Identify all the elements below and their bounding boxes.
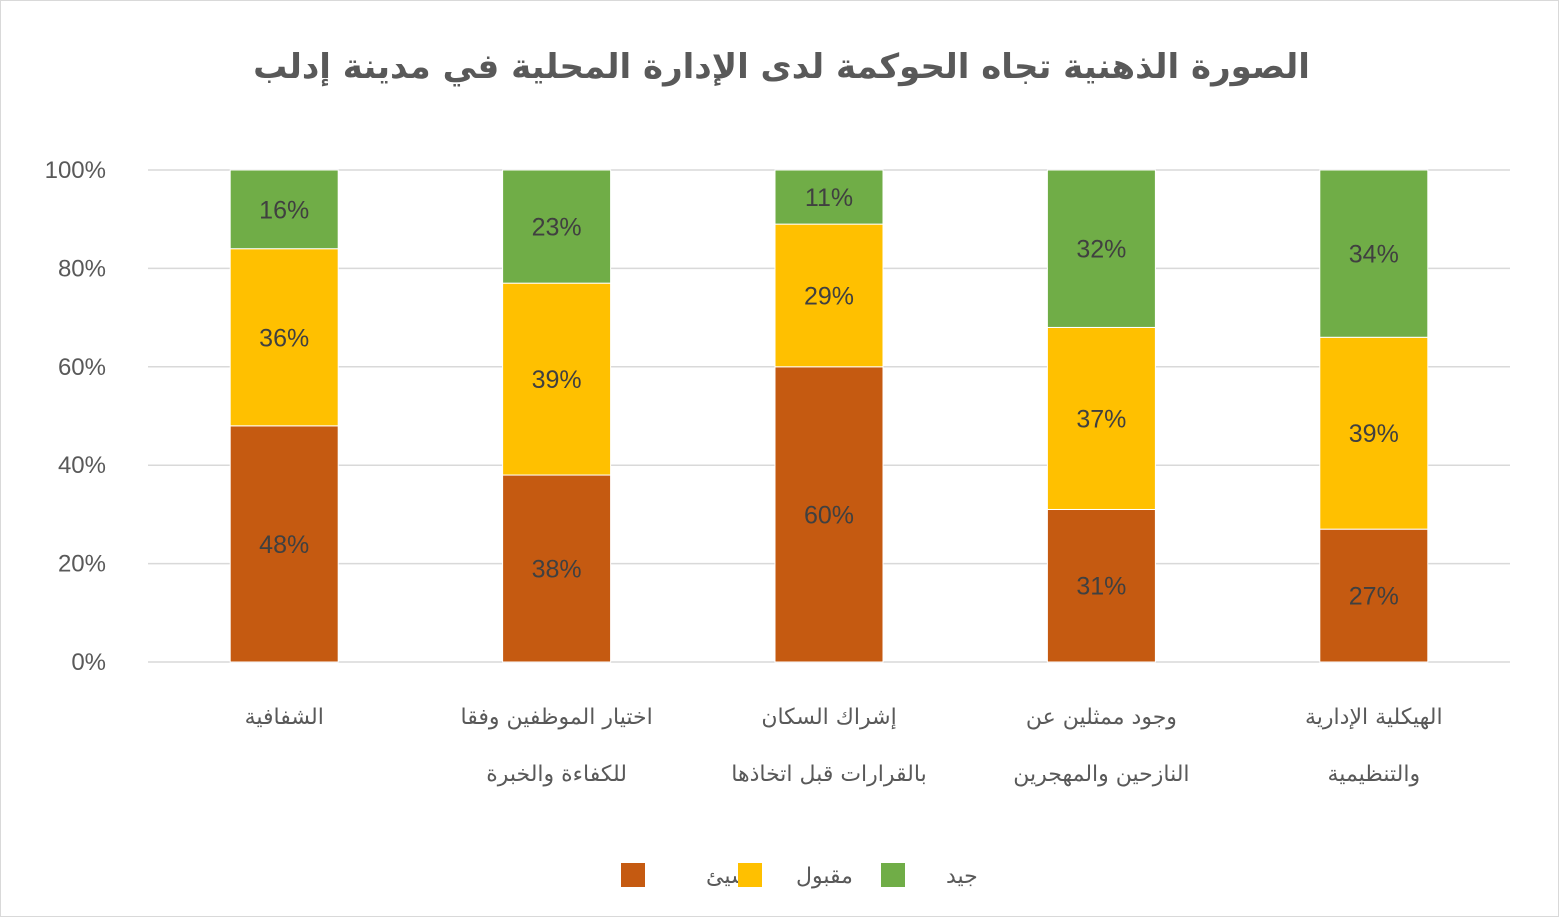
bar-segment	[774, 223, 884, 368]
data-label: 48%	[259, 531, 309, 559]
data-label: 11%	[805, 184, 853, 212]
category-label: للكفاءة والخبرة	[486, 762, 627, 787]
bar-segment	[1319, 169, 1429, 338]
chart-title: الصورة الذهنية تجاه الحوكمة لدى الإدارة …	[253, 47, 1310, 87]
legend-swatch	[738, 863, 762, 887]
data-label: 32%	[1076, 236, 1126, 264]
category-label: الهيكلية الإدارية	[1305, 705, 1443, 730]
data-label: 39%	[1349, 420, 1399, 448]
y-tick-label: 20%	[58, 551, 106, 578]
bar-segment	[1046, 508, 1156, 663]
legend-label: جيد	[946, 864, 978, 889]
category-label: وجود ممثلين عن	[1026, 705, 1177, 730]
category-label: بالقرارات قبل اتخاذها	[731, 762, 926, 787]
legend-label: مقبول	[796, 864, 853, 889]
y-tick-label: 80%	[58, 255, 106, 282]
bar-segment	[502, 282, 612, 476]
bar-segment	[1319, 528, 1429, 663]
bar-segment	[502, 474, 612, 663]
bar-segment	[774, 169, 884, 225]
data-label: 29%	[804, 282, 854, 310]
y-tick-label: 0%	[71, 649, 106, 676]
y-tick-label: 100%	[45, 157, 106, 184]
data-label: 34%	[1349, 241, 1399, 269]
bar-segment	[229, 425, 339, 663]
category-label: الشفافية	[245, 705, 324, 730]
legend-swatch	[881, 863, 905, 887]
y-tick-label: 40%	[58, 452, 106, 479]
bar-segment	[1046, 169, 1156, 328]
bar-segment	[502, 169, 612, 284]
data-label: 36%	[259, 324, 309, 352]
bar-segment	[1319, 336, 1429, 530]
data-label: 16%	[259, 196, 309, 224]
bar-segment	[229, 169, 339, 250]
data-label: 60%	[804, 501, 854, 529]
data-label: 37%	[1076, 405, 1126, 433]
category-label: إشراك السكان	[761, 705, 896, 730]
legend-swatch	[621, 863, 645, 887]
bar-segment	[229, 248, 339, 427]
data-label: 39%	[532, 366, 582, 394]
y-tick-label: 60%	[58, 354, 106, 381]
data-label: 27%	[1349, 583, 1399, 611]
category-label: النازحين والمهجرين	[1013, 762, 1189, 787]
category-label: والتنظيمية	[1328, 762, 1421, 787]
data-label: 38%	[532, 556, 582, 584]
data-label: 31%	[1076, 573, 1126, 601]
category-label: اختيار الموظفين وفقا	[460, 705, 652, 730]
data-label: 23%	[532, 214, 582, 242]
